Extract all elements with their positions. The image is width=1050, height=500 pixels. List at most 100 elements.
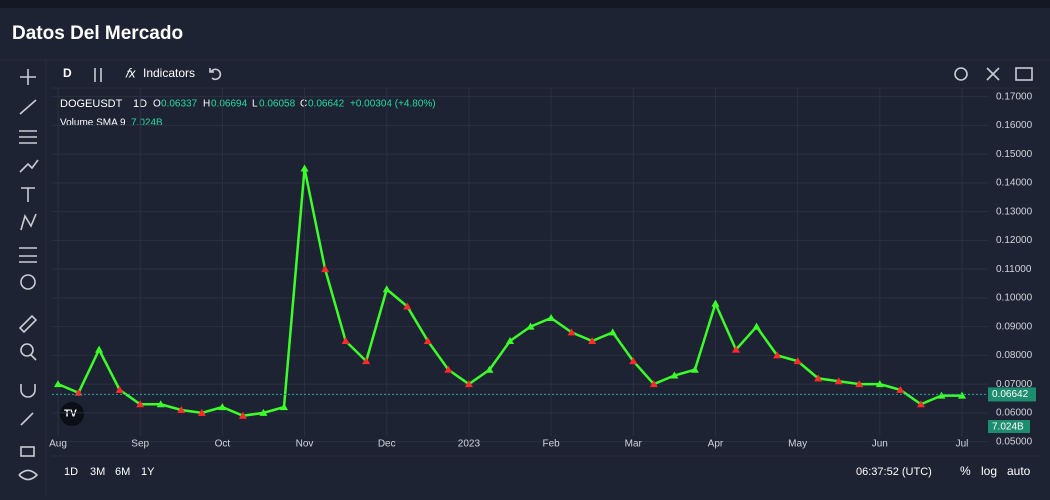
- price-marker: [958, 391, 966, 399]
- y-tick-label: 0.11000: [996, 264, 1032, 275]
- x-tick-label: Jun: [872, 439, 888, 450]
- price-marker: [814, 374, 823, 382]
- last-price-label: 0.06642: [992, 389, 1029, 400]
- x-tick-label: Aug: [49, 439, 67, 450]
- option-button[interactable]: log: [981, 464, 997, 478]
- fullscreen[interactable]: [986, 67, 1000, 81]
- price-marker: [280, 403, 288, 411]
- range-button[interactable]: 3M: [90, 466, 105, 478]
- symbol: DOGEUSDT: [60, 98, 123, 110]
- price-marker: [670, 371, 679, 379]
- price-marker: [177, 406, 186, 413]
- y-tick-label: 0.10000: [996, 293, 1033, 304]
- y-tick-label: 0.05000: [996, 436, 1033, 447]
- indicators-button[interactable]: Indicators: [143, 66, 195, 80]
- price-marker: [403, 302, 412, 310]
- x-tick-label: Sep: [131, 439, 149, 450]
- x-tick-label: Dec: [378, 439, 396, 450]
- undo[interactable]: [209, 68, 222, 81]
- price-marker: [875, 380, 884, 388]
- y-tick-label: 0.14000: [996, 178, 1033, 189]
- price-marker: [629, 357, 638, 365]
- x-tick-label: Oct: [215, 439, 231, 450]
- price-marker: [156, 400, 165, 408]
- range-button[interactable]: 1D: [64, 466, 78, 478]
- x-tick-label: Apr: [708, 439, 724, 450]
- tv-logo: TV: [60, 402, 84, 426]
- h-value: 0.06694: [211, 99, 248, 110]
- price-marker: [752, 322, 761, 330]
- o-value: 0.06337: [161, 99, 198, 110]
- o-label: O: [153, 99, 161, 110]
- price-marker: [834, 377, 843, 385]
- price-marker: [218, 403, 227, 411]
- settings[interactable]: [954, 67, 968, 81]
- page-title: Datos Del Mercado: [12, 23, 183, 44]
- x-tick-label: May: [788, 439, 807, 450]
- c-label: C: [300, 99, 307, 110]
- x-tick-label: Nov: [296, 439, 314, 450]
- price-marker: [916, 400, 925, 408]
- price-marker: [464, 380, 473, 388]
- svg-text:TV: TV: [64, 409, 77, 420]
- price-marker: [526, 322, 535, 330]
- price-marker: [115, 385, 124, 393]
- left-toolbar[interactable]: [18, 69, 39, 481]
- y-tick-label: 0.07000: [996, 379, 1033, 390]
- range-button[interactable]: 1Y: [141, 466, 155, 478]
- price-marker: [300, 164, 309, 172]
- y-tick-label: 0.12000: [996, 235, 1033, 246]
- fx-icon[interactable]: 𝑓x: [125, 65, 136, 80]
- price-marker: [649, 380, 658, 388]
- y-tick-label: 0.09000: [996, 321, 1033, 332]
- l-label: L: [252, 99, 258, 110]
- interval-button[interactable]: D: [63, 66, 72, 80]
- price-marker: [197, 408, 206, 416]
- price-marker: [423, 337, 432, 344]
- price-marker: [321, 265, 330, 273]
- clock: 06:37:52 (UTC): [856, 466, 932, 478]
- y-tick-label: 0.06000: [996, 408, 1033, 419]
- price-marker: [54, 380, 62, 388]
- price-marker: [362, 357, 371, 365]
- top-strip: [0, 0, 1050, 8]
- price-marker: [896, 385, 905, 393]
- price-marker: [136, 400, 145, 408]
- volume-name: Volume SMA 9: [60, 118, 126, 129]
- y-tick-label: 0.15000: [996, 149, 1033, 160]
- y-tick-label: 0.08000: [996, 350, 1033, 361]
- c-value: 0.06642: [308, 99, 345, 110]
- option-button[interactable]: %: [960, 464, 971, 478]
- price-marker: [506, 337, 514, 344]
- x-tick-label: Jul: [956, 439, 969, 450]
- option-button[interactable]: auto: [1007, 464, 1031, 478]
- price-marker: [608, 328, 617, 336]
- last-price-tag: [988, 387, 1036, 402]
- price-marker: [793, 357, 802, 365]
- price-marker: [444, 365, 453, 373]
- l-value: 0.06058: [259, 99, 296, 110]
- y-tick-label: 0.13000: [996, 206, 1033, 217]
- volume-tag: [988, 420, 1030, 433]
- y-tick-label: 0.16000: [996, 120, 1033, 131]
- price-marker: [937, 391, 946, 399]
- price-marker: [588, 337, 597, 344]
- x-tick-label: 2023: [458, 439, 481, 450]
- price-marker: [547, 314, 556, 321]
- price-marker: [732, 345, 740, 353]
- price-marker: [95, 345, 104, 353]
- change: +0.00304 (+4.80%): [350, 99, 436, 110]
- price-marker: [690, 365, 699, 373]
- price-marker: [855, 380, 864, 388]
- screenshot[interactable]: [1015, 67, 1033, 81]
- x-tick-label: Feb: [542, 439, 560, 450]
- chart-type-icon[interactable]: [94, 68, 102, 82]
- price-marker: [485, 365, 494, 373]
- volume-tag-label: 7.024B: [992, 422, 1024, 433]
- price-marker: [773, 351, 782, 359]
- price-marker: [567, 328, 576, 336]
- price-marker: [238, 411, 247, 419]
- range-button[interactable]: 6M: [115, 466, 130, 478]
- price-marker: [711, 299, 720, 307]
